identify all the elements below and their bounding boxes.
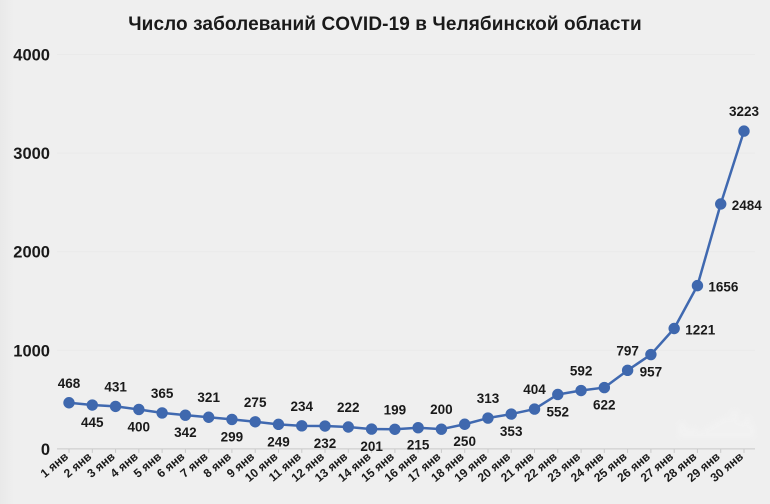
svg-text:622: 622 xyxy=(593,398,616,413)
svg-text:404: 404 xyxy=(523,382,546,397)
svg-text:3223: 3223 xyxy=(729,104,760,119)
svg-text:797: 797 xyxy=(616,343,639,358)
svg-text:313: 313 xyxy=(477,391,500,406)
svg-text:552: 552 xyxy=(547,405,570,420)
svg-text:365: 365 xyxy=(151,386,174,401)
svg-text:321: 321 xyxy=(197,390,220,405)
svg-text:4000: 4000 xyxy=(13,47,50,65)
svg-text:199: 199 xyxy=(384,402,407,417)
svg-text:299: 299 xyxy=(221,429,244,444)
svg-text:468: 468 xyxy=(58,376,81,391)
svg-text:2000: 2000 xyxy=(13,244,50,262)
svg-text:957: 957 xyxy=(640,365,663,380)
svg-text:2484: 2484 xyxy=(732,198,763,213)
svg-text:353: 353 xyxy=(500,424,523,439)
svg-text:400: 400 xyxy=(128,420,151,435)
svg-text:215: 215 xyxy=(407,438,430,453)
svg-text:201: 201 xyxy=(360,439,383,454)
svg-text:3000: 3000 xyxy=(13,145,50,163)
svg-text:222: 222 xyxy=(337,400,360,415)
svg-text:342: 342 xyxy=(174,425,197,440)
svg-text:249: 249 xyxy=(267,434,290,449)
svg-text:1656: 1656 xyxy=(708,280,739,295)
svg-text:592: 592 xyxy=(570,364,593,379)
svg-text:200: 200 xyxy=(430,402,453,417)
svg-text:431: 431 xyxy=(104,379,127,394)
svg-text:234: 234 xyxy=(291,399,314,414)
svg-text:445: 445 xyxy=(81,415,104,430)
svg-text:250: 250 xyxy=(453,434,476,449)
svg-text:1221: 1221 xyxy=(685,323,716,338)
svg-text:0: 0 xyxy=(41,441,50,459)
svg-text:232: 232 xyxy=(314,436,337,451)
svg-text:1000: 1000 xyxy=(13,342,50,360)
svg-text:275: 275 xyxy=(244,395,267,410)
